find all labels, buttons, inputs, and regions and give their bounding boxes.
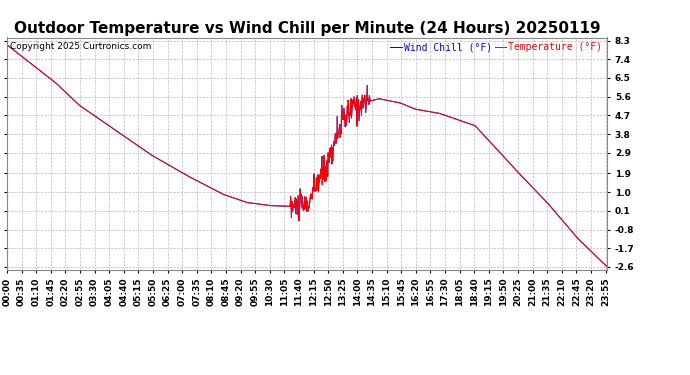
Temperature (°F) [479,132,487,136]
Temperature (°F) [603,265,611,269]
Line: Temperature (°F): Temperature (°F) [7,45,607,267]
Temperature (°F) [136,145,144,150]
Line: Wind Chill (°F): Wind Chill (°F) [7,45,607,267]
Temperature (°F) [204,184,212,189]
Wind Chill (°F) [3,42,11,47]
Temperature (°F) [400,102,408,107]
Wind Chill (°F) [400,102,408,107]
Wind Chill (°F) [121,135,130,140]
Text: Copyright 2025 Curtronics.com: Copyright 2025 Curtronics.com [10,42,151,51]
Wind Chill (°F) [532,189,540,193]
Wind Chill (°F) [479,132,487,136]
Wind Chill (°F) [136,145,144,150]
Temperature (°F) [3,42,11,47]
Wind Chill (°F) [204,184,212,189]
Temperature (°F) [121,135,130,140]
Legend: Wind Chill (°F), Temperature (°F): Wind Chill (°F), Temperature (°F) [390,42,602,52]
Title: Outdoor Temperature vs Wind Chill per Minute (24 Hours) 20250119: Outdoor Temperature vs Wind Chill per Mi… [14,21,600,36]
Wind Chill (°F) [603,265,611,269]
Temperature (°F) [532,189,540,193]
